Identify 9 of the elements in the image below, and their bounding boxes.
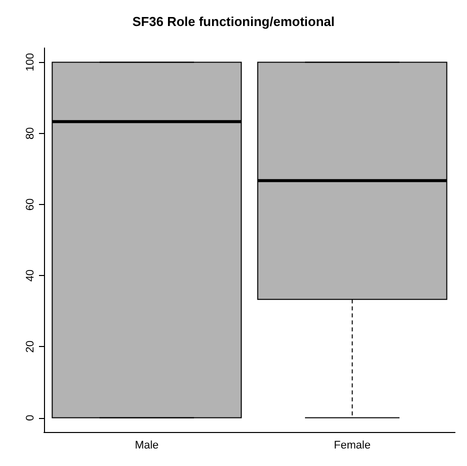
x-tick-label: Male — [134, 440, 159, 452]
y-tick-label: 0 — [24, 414, 36, 421]
y-tick-label: 40 — [24, 269, 36, 282]
y-tick-label: 80 — [24, 127, 36, 140]
y-tick-label: 60 — [24, 198, 36, 211]
chart-title: SF36 Role functioning/emotional — [132, 14, 335, 29]
y-tick-label: 100 — [24, 53, 36, 72]
y-tick-label: 20 — [24, 340, 36, 353]
x-tick-label: Female — [334, 440, 371, 452]
